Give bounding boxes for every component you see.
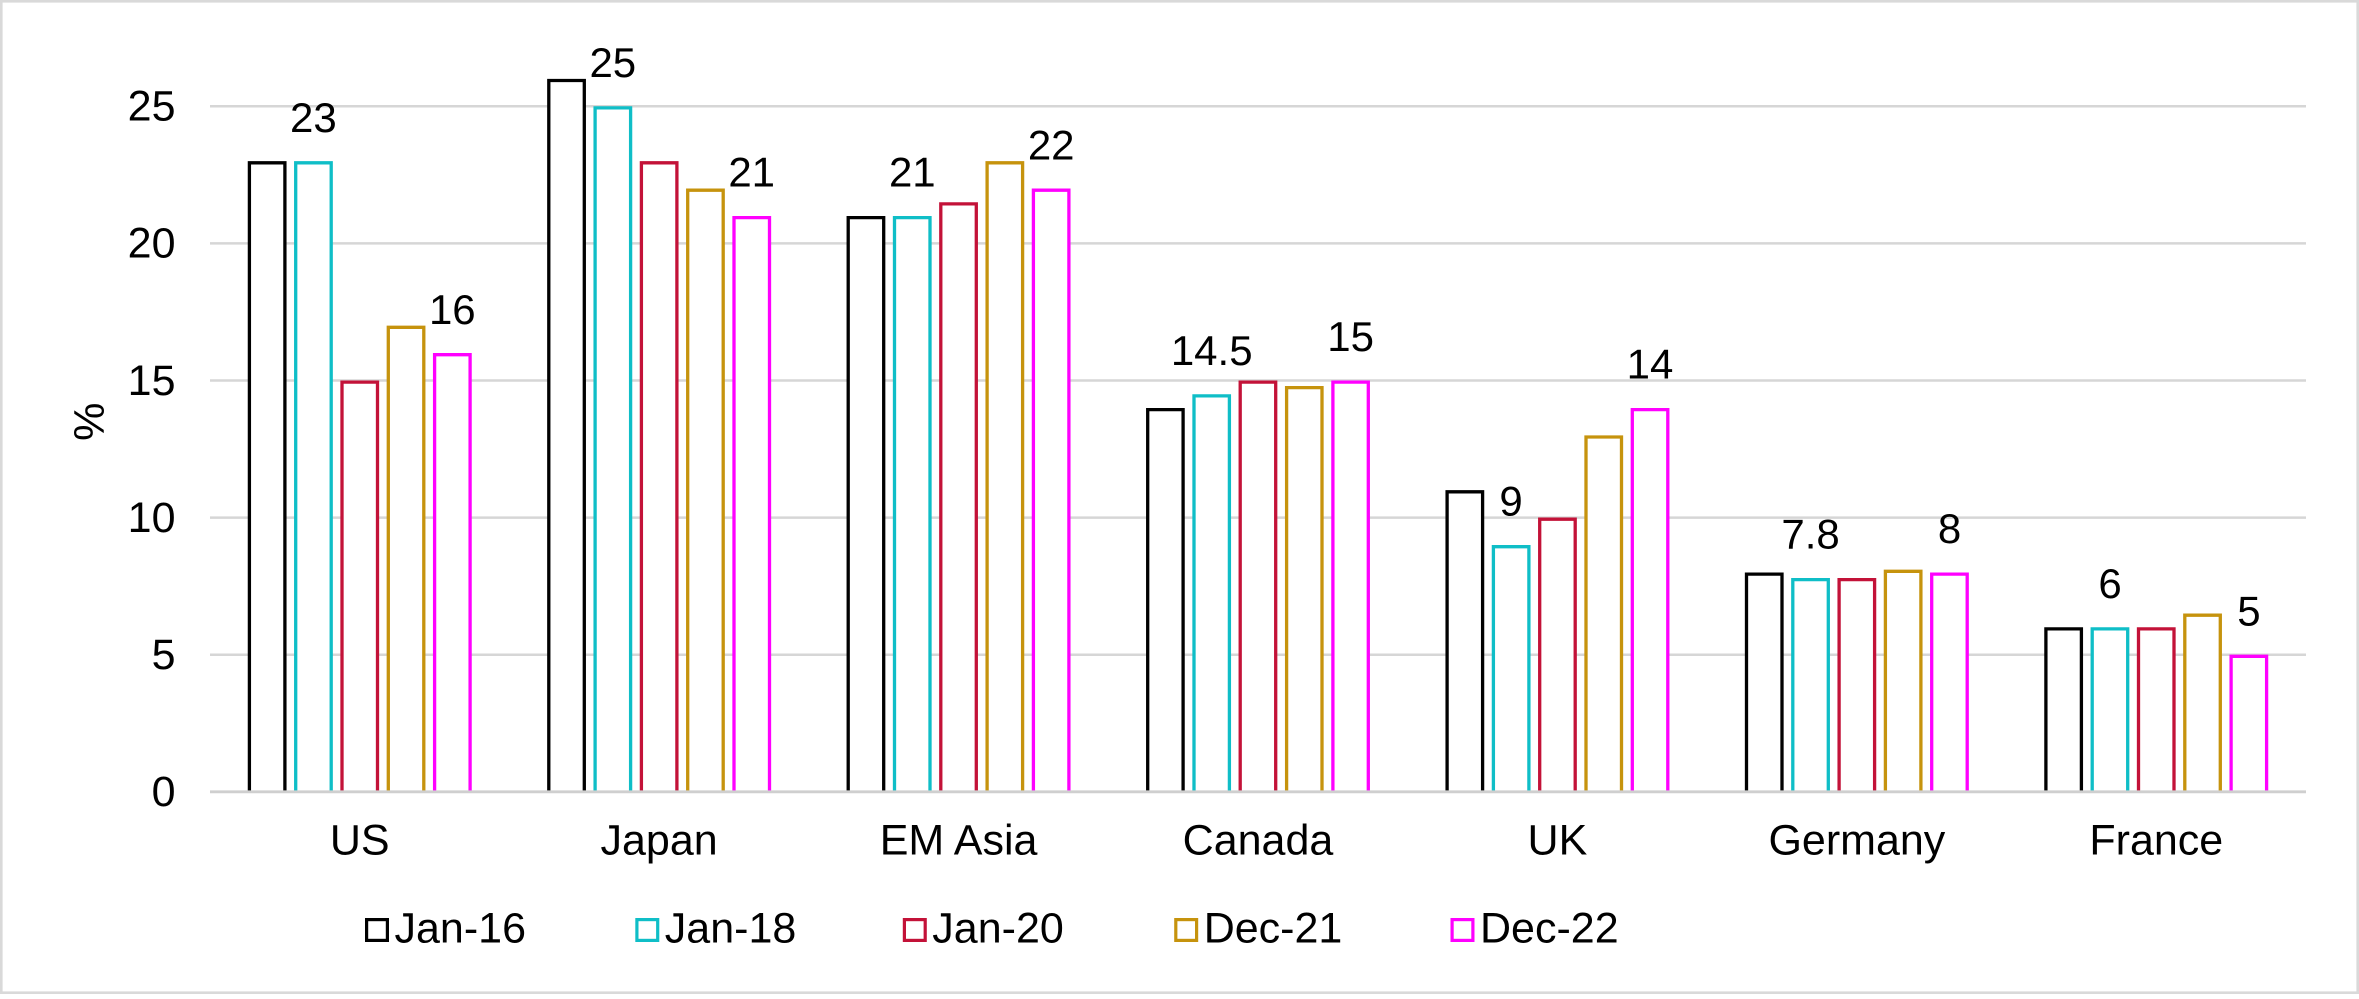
svg-text:10: 10 xyxy=(128,494,176,542)
svg-text:US: US xyxy=(330,817,390,865)
svg-text:5: 5 xyxy=(2237,587,2260,634)
svg-text:France: France xyxy=(2089,817,2223,865)
svg-text:15: 15 xyxy=(128,357,176,405)
svg-text:%: % xyxy=(66,403,114,441)
svg-text:Jan-20: Jan-20 xyxy=(932,904,1063,952)
svg-text:Jan-16: Jan-16 xyxy=(395,904,526,952)
svg-text:Canada: Canada xyxy=(1183,817,1334,865)
svg-text:Dec-22: Dec-22 xyxy=(1480,904,1619,952)
svg-text:8: 8 xyxy=(1938,505,1961,552)
svg-text:0: 0 xyxy=(152,768,176,816)
svg-text:22: 22 xyxy=(1028,121,1075,168)
svg-text:6: 6 xyxy=(2098,560,2121,607)
svg-text:21: 21 xyxy=(728,149,775,196)
svg-text:15: 15 xyxy=(1327,313,1374,360)
svg-text:16: 16 xyxy=(429,286,476,333)
svg-text:9: 9 xyxy=(1499,478,1522,525)
svg-text:21: 21 xyxy=(889,149,936,196)
svg-text:14: 14 xyxy=(1627,341,1674,388)
svg-text:Germany: Germany xyxy=(1768,817,1945,865)
svg-text:Japan: Japan xyxy=(601,817,718,865)
svg-text:23: 23 xyxy=(290,94,337,141)
svg-text:5: 5 xyxy=(152,631,176,679)
svg-text:25: 25 xyxy=(589,39,636,86)
svg-text:UK: UK xyxy=(1528,817,1588,865)
svg-text:Jan-18: Jan-18 xyxy=(665,904,796,952)
svg-text:Dec-21: Dec-21 xyxy=(1204,904,1343,952)
svg-text:20: 20 xyxy=(128,220,176,268)
svg-text:25: 25 xyxy=(128,83,176,131)
svg-text:EM Asia: EM Asia xyxy=(880,817,1038,865)
svg-text:14.5: 14.5 xyxy=(1171,327,1253,374)
svg-text:7.8: 7.8 xyxy=(1781,511,1839,558)
